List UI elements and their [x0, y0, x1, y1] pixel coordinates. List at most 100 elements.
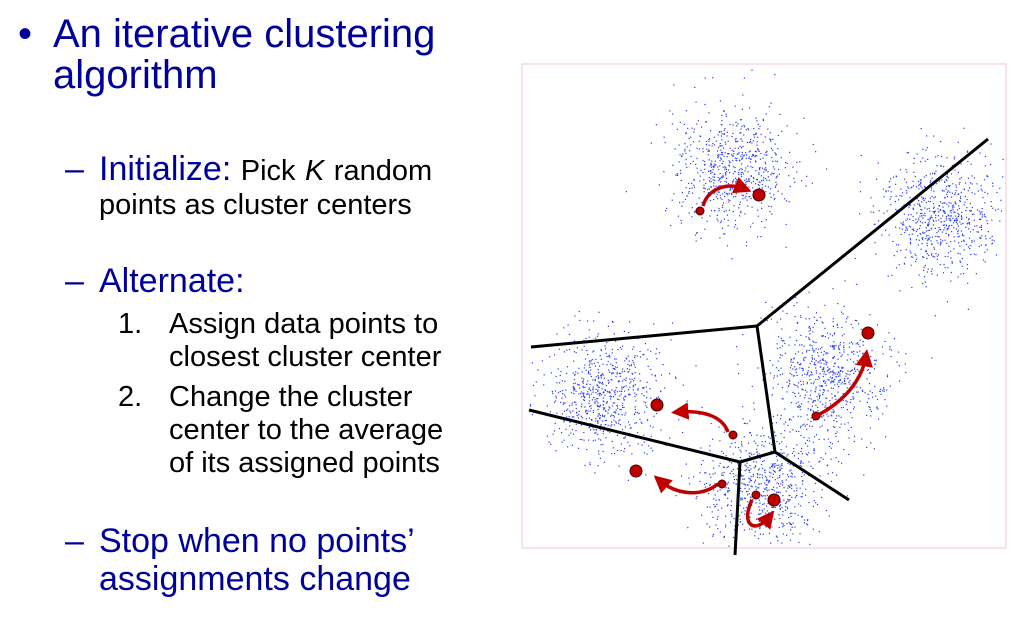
point — [813, 351, 815, 353]
point — [831, 443, 833, 445]
point — [873, 359, 875, 361]
point — [823, 363, 825, 365]
point — [901, 195, 903, 197]
point — [833, 380, 835, 382]
point — [826, 168, 828, 170]
point — [788, 344, 790, 346]
point — [921, 237, 923, 239]
point — [986, 249, 988, 251]
point — [805, 185, 807, 187]
point — [971, 240, 973, 242]
point — [939, 244, 941, 246]
point — [602, 400, 604, 402]
point — [976, 225, 978, 227]
point — [601, 383, 603, 385]
point — [736, 468, 739, 470]
point — [980, 185, 982, 187]
point — [780, 449, 782, 451]
point — [740, 212, 742, 214]
point — [844, 280, 846, 282]
point — [776, 487, 778, 489]
point — [765, 191, 767, 193]
point — [777, 148, 779, 150]
point — [724, 195, 726, 197]
point — [579, 438, 581, 441]
point — [729, 490, 731, 492]
point — [937, 230, 940, 232]
point — [822, 370, 824, 372]
point — [1000, 199, 1002, 201]
point — [823, 373, 825, 375]
point — [774, 431, 776, 433]
point — [715, 140, 717, 142]
point — [626, 358, 628, 360]
point — [788, 419, 790, 421]
point — [793, 177, 795, 180]
point — [812, 340, 814, 342]
point — [773, 194, 775, 196]
point — [586, 413, 588, 415]
point — [744, 470, 746, 472]
point — [808, 461, 810, 463]
point — [918, 219, 920, 221]
point — [762, 503, 764, 506]
point — [723, 535, 725, 538]
point — [619, 346, 621, 349]
point — [856, 351, 858, 353]
point — [727, 194, 729, 196]
point — [734, 529, 736, 531]
point — [795, 297, 797, 299]
point — [921, 196, 923, 198]
point — [755, 151, 757, 153]
point — [775, 367, 778, 369]
point — [771, 306, 773, 308]
point — [592, 440, 594, 442]
point — [597, 362, 599, 364]
point — [688, 192, 690, 194]
point — [599, 429, 601, 431]
point — [739, 146, 741, 148]
point — [919, 205, 921, 207]
point — [677, 174, 679, 176]
point — [589, 360, 591, 362]
point — [537, 369, 539, 371]
point — [695, 365, 697, 367]
point — [772, 511, 774, 513]
point — [933, 206, 935, 208]
point — [752, 473, 754, 476]
point — [655, 348, 658, 350]
point — [756, 120, 758, 122]
point — [947, 252, 950, 254]
point — [763, 460, 765, 462]
point — [844, 380, 846, 383]
point — [817, 361, 819, 363]
point — [957, 216, 959, 218]
point — [853, 408, 855, 410]
point — [814, 362, 816, 364]
point — [945, 185, 947, 188]
point — [827, 473, 829, 475]
point — [787, 499, 789, 501]
point — [923, 256, 925, 258]
point — [968, 237, 971, 239]
point — [726, 466, 728, 469]
point — [789, 372, 791, 374]
point — [609, 391, 611, 393]
point — [827, 438, 829, 440]
point — [720, 197, 722, 199]
point — [609, 356, 611, 358]
point — [744, 179, 746, 181]
point — [908, 206, 910, 208]
point — [676, 128, 678, 130]
point — [824, 304, 826, 306]
point — [798, 364, 801, 366]
point — [749, 465, 751, 467]
boundary — [756, 137, 989, 328]
point — [575, 401, 577, 403]
point — [589, 462, 591, 464]
point — [730, 509, 732, 511]
point — [709, 165, 711, 167]
point — [880, 393, 882, 395]
point — [845, 373, 847, 375]
point — [603, 407, 605, 409]
